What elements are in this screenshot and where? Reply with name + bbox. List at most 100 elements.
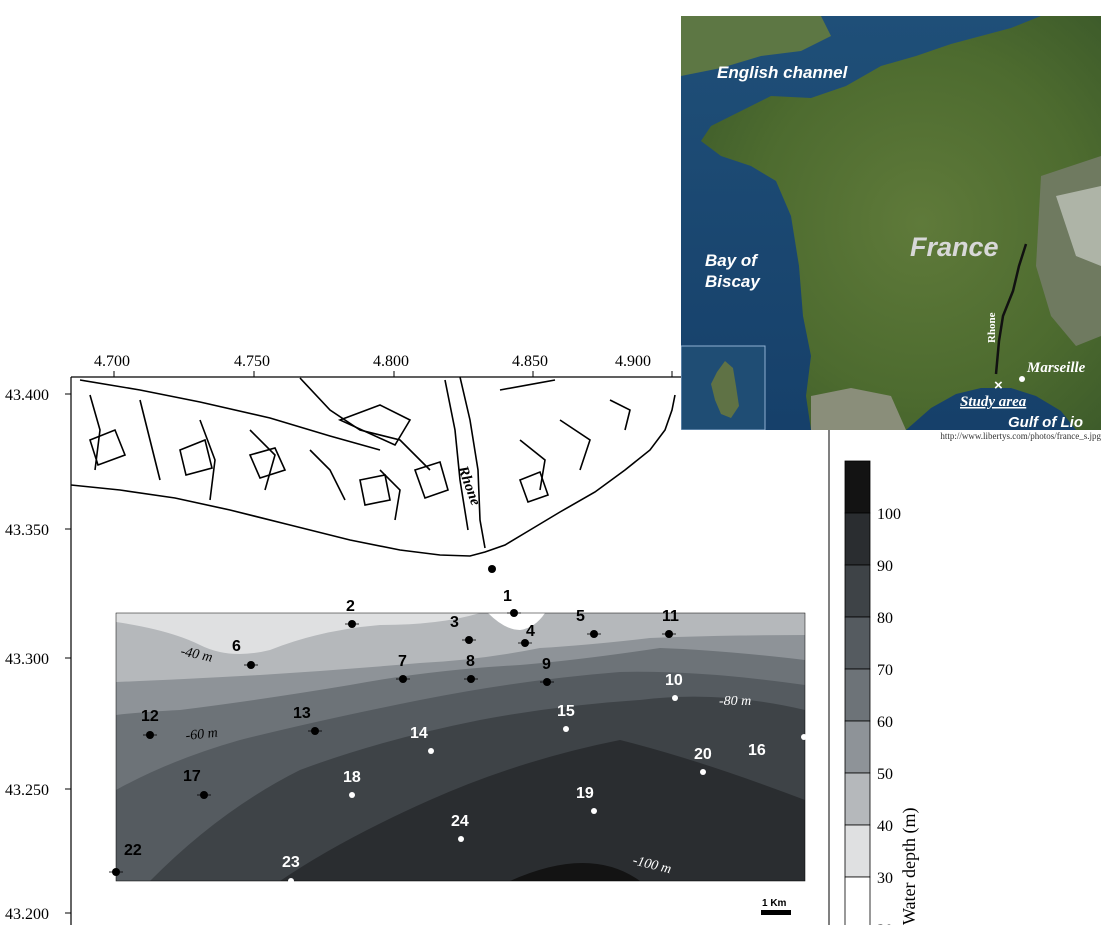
marseille-dot (1019, 376, 1025, 382)
station-label: 8 (466, 653, 475, 670)
station-marker (112, 868, 120, 876)
station-marker (672, 695, 678, 701)
station-marker (200, 791, 208, 799)
gulf-of-lion-label: Gulf of Lio (1008, 414, 1083, 430)
study-area-marker: × (994, 377, 1003, 394)
station-label: 1 (503, 588, 512, 605)
station-marker (563, 726, 569, 732)
marseille-label: Marseille (1026, 360, 1086, 376)
depth-legend-title: Water depth (m) (899, 807, 920, 925)
alps-snow (1056, 186, 1101, 266)
y-tick-label: 43.200 (5, 906, 49, 923)
legend-tick-label: 40 (877, 818, 893, 835)
legend-swatch (844, 564, 871, 618)
contour-label-100: -100 m (631, 853, 673, 877)
france-satellite-inset: English channel Bay of Biscay France Rho… (681, 16, 1101, 430)
y-tick-label: 43.250 (5, 782, 49, 799)
station-marker (348, 620, 356, 628)
contour-label-40: -40 m (179, 644, 214, 665)
corsica-island (711, 361, 739, 418)
depth-legend-bar (844, 460, 871, 925)
y-tick-label: 43.350 (5, 522, 49, 539)
pyrenees (811, 388, 906, 430)
x-tick-label: 4.800 (373, 353, 409, 370)
station-marker (700, 769, 706, 775)
contour-label-80: -80 m (719, 694, 751, 709)
england-landmass (681, 16, 831, 76)
x-tick-label: 4.900 (615, 353, 651, 370)
station-marker (288, 878, 294, 884)
station-label: 10 (665, 672, 683, 689)
station-label: 23 (282, 854, 300, 871)
river-mouth-marker (488, 565, 496, 573)
rhone-delta-coastline (70, 376, 676, 557)
y-tick-label: 43.300 (5, 651, 49, 668)
france-label: France (910, 232, 999, 262)
station-label: 7 (398, 653, 407, 670)
legend-swatch (844, 460, 871, 514)
x-tick-label: 4.750 (234, 353, 270, 370)
image-credit-url: http://www.libertys.com/photos/france_s.… (940, 431, 1101, 441)
legend-tick-label: 100 (877, 506, 901, 523)
rhone-inset-label: Rhone (986, 312, 998, 343)
station-label: 4 (526, 623, 535, 640)
legend-tick-label: 90 (877, 558, 893, 575)
station-label: 11 (662, 608, 679, 625)
station-label: 19 (576, 785, 594, 802)
x-tick-label: 4.700 (94, 353, 130, 370)
station-marker (467, 675, 475, 683)
station-marker (510, 609, 518, 617)
rhone-river-line (994, 243, 1028, 375)
station-marker (543, 678, 551, 686)
station-label: 12 (141, 708, 159, 725)
x-tick-label: 4.850 (512, 353, 548, 370)
station-label: 9 (542, 656, 551, 673)
legend-tick-label: 80 (877, 610, 893, 627)
station-marker (521, 639, 529, 647)
station-marker (146, 731, 154, 739)
english-channel-label: English channel (717, 63, 849, 82)
y-axis-ticks: 43.400 43.350 43.300 43.250 43.200 (5, 387, 71, 923)
station-label: 17 (183, 768, 201, 785)
x-axis-ticks: 4.700 4.750 4.800 4.850 4.900 (94, 353, 673, 377)
station-marker (399, 675, 407, 683)
station-label: 13 (293, 705, 311, 722)
legend-swatch (844, 616, 871, 670)
legend-swatch (844, 668, 871, 722)
study-area-label: Study area (960, 394, 1027, 410)
station-marker (311, 727, 319, 735)
legend-swatch (844, 824, 871, 878)
station-label: 20 (694, 746, 712, 763)
station-label: 22 (124, 842, 142, 859)
station-label: 16 (748, 742, 766, 759)
legend-tick-label: 50 (877, 766, 893, 783)
bay-of-biscay-label-line2: Biscay (705, 272, 761, 291)
station-label: 15 (557, 703, 575, 720)
legend-tick-label: 60 (877, 714, 893, 731)
station-marker (591, 808, 597, 814)
legend-tick-label: 30 (877, 870, 893, 887)
legend-swatch (844, 720, 871, 774)
station-marker (590, 630, 598, 638)
station-marker (349, 792, 355, 798)
station-marker (665, 630, 673, 638)
station-label: 3 (450, 614, 459, 631)
station-marker (465, 636, 473, 644)
station-label: 2 (346, 598, 355, 615)
inset-map-canvas: English channel Bay of Biscay France Rho… (681, 16, 1101, 430)
station-label: 18 (343, 769, 361, 786)
bay-of-biscay-label-line1: Bay of (705, 251, 759, 270)
legend-swatch (844, 772, 871, 826)
station-marker (801, 734, 807, 740)
contour-label-60: -60 m (185, 726, 219, 744)
station-label: 5 (576, 608, 585, 625)
legend-swatch (844, 512, 871, 566)
legend-tick-label: 70 (877, 662, 893, 679)
station-marker (428, 748, 434, 754)
station-marker (247, 661, 255, 669)
station-label: 24 (451, 813, 469, 830)
legend-swatch (844, 876, 871, 925)
station-label: 14 (410, 725, 428, 742)
bathymetry-contours (115, 612, 806, 882)
